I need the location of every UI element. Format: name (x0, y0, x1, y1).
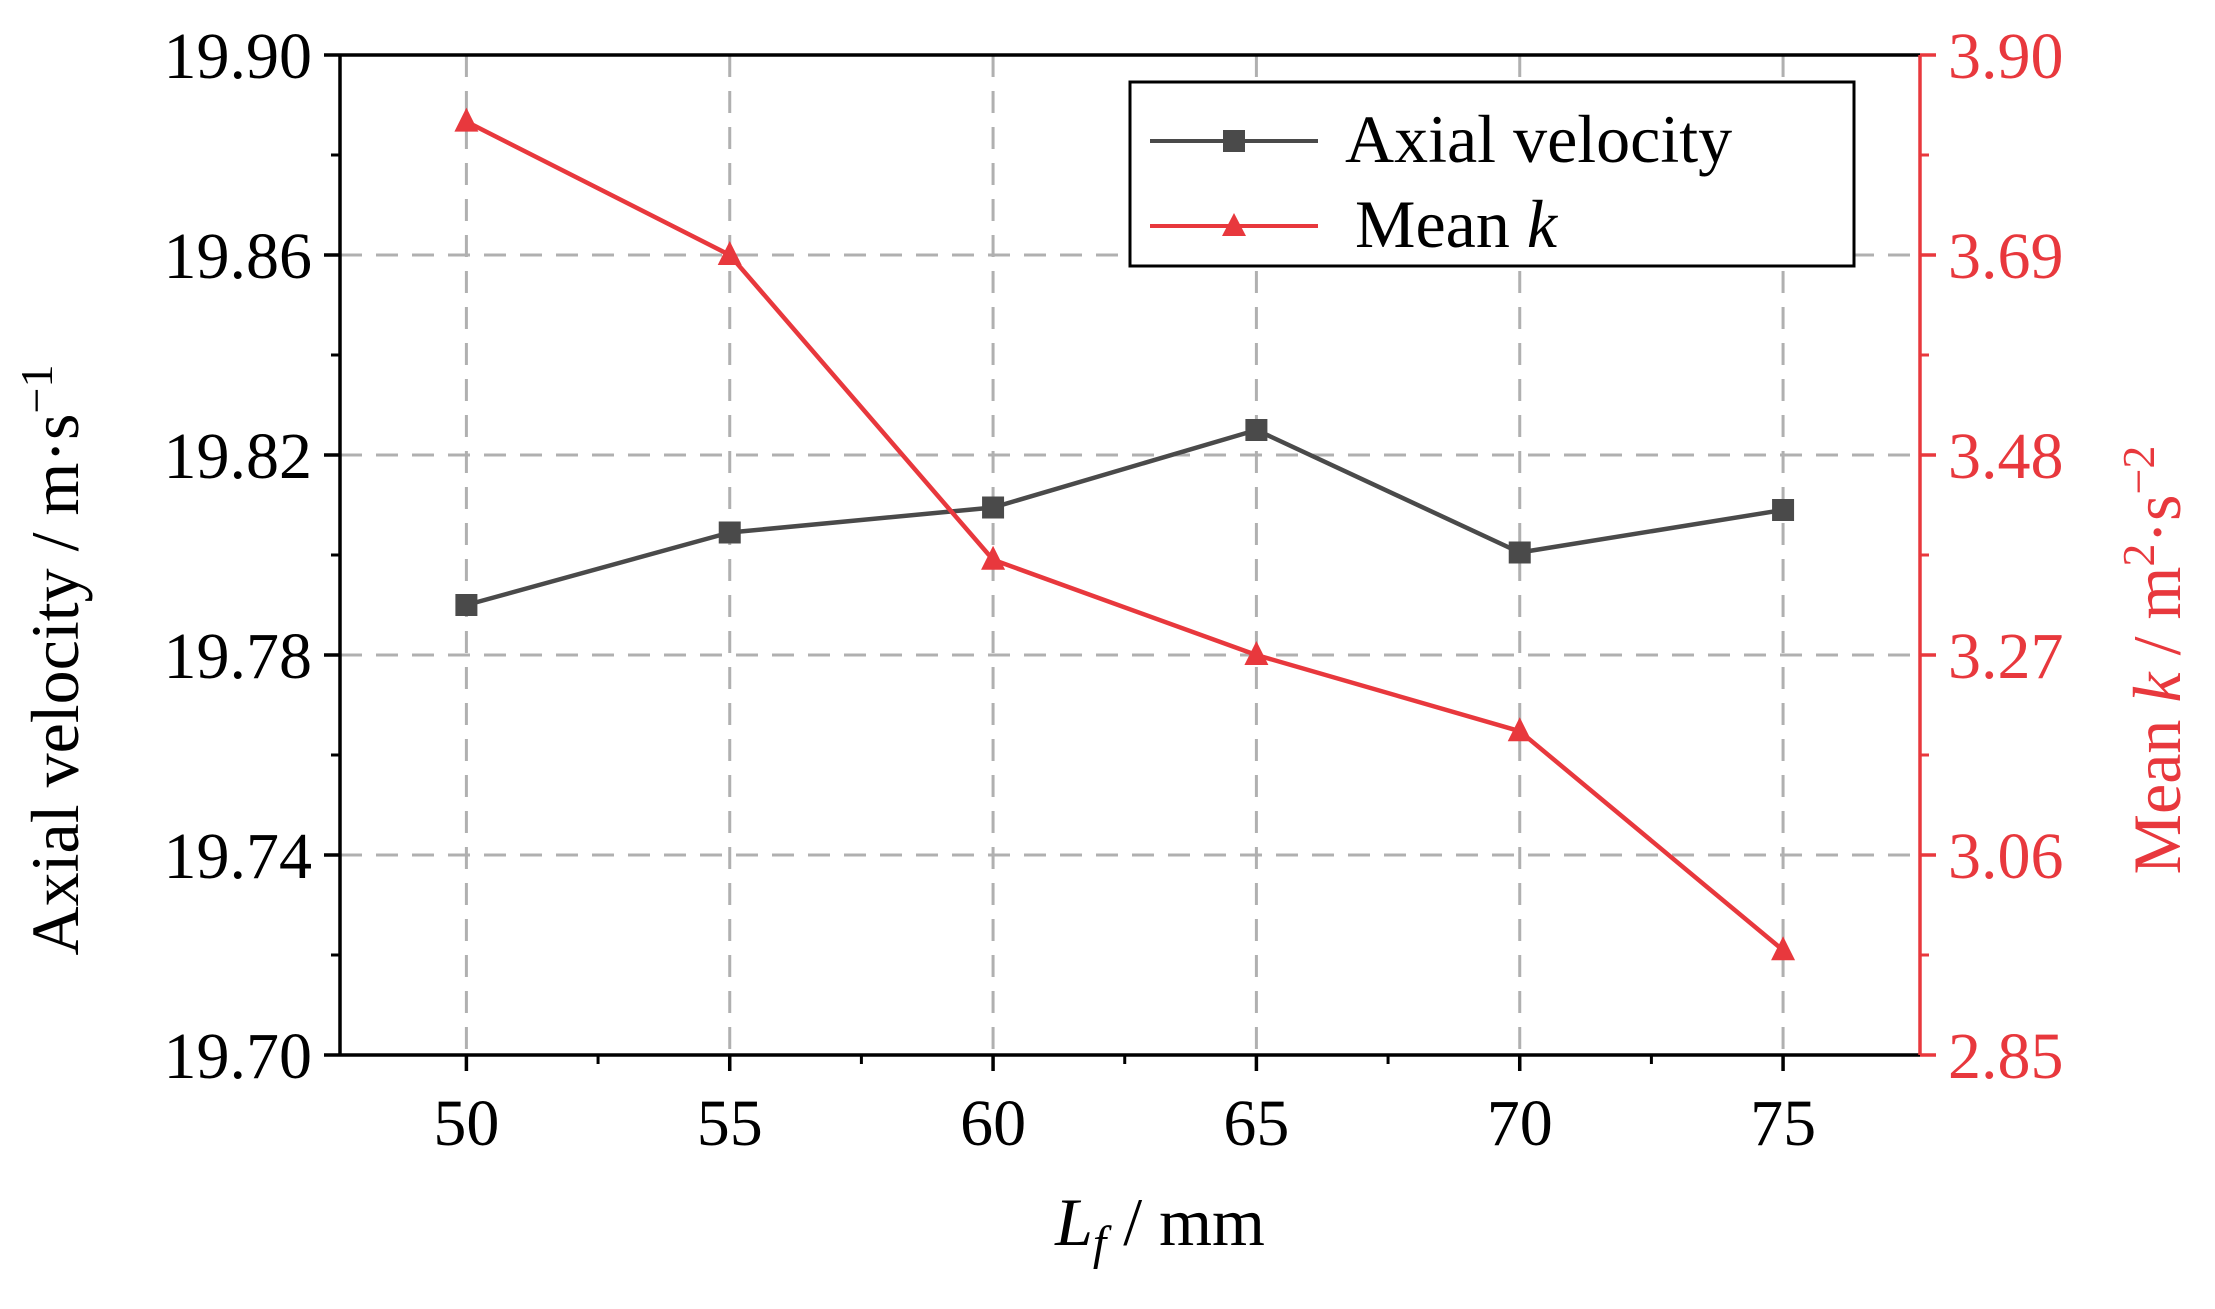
legend-marker-square-icon (1223, 130, 1245, 152)
y-right-axis-title: Mean k / m2·s−2 (2113, 446, 2195, 875)
left-tick-label: 19.74 (164, 820, 313, 893)
y-right-axis-title-mid2: ·s (2119, 495, 2195, 544)
x-tick-label: 55 (697, 1087, 763, 1160)
data-point-mean-k (717, 241, 742, 265)
legend-label-k: Mean k (1355, 186, 1559, 262)
right-tick-label: 2.85 (1948, 1020, 2064, 1093)
y-right-axis-title-var: k (2119, 671, 2195, 703)
right-tick-label: 3.06 (1948, 820, 2064, 893)
left-tick-label: 19.70 (164, 1020, 313, 1093)
right-tick-label: 3.48 (1948, 420, 2064, 493)
ticks (324, 53, 1936, 1071)
data-point-axial-velocity (455, 594, 478, 616)
x-axis-title-variable: L (1054, 1184, 1093, 1260)
x-tick-label: 65 (1223, 1087, 1289, 1160)
data-point-mean-k (1244, 641, 1269, 665)
legend: Axial velocity Mean k (1128, 80, 1856, 268)
legend-marker-triangle-icon (1222, 213, 1246, 236)
data-point-mean-k (1507, 717, 1532, 742)
x-axis-title: Lf / mm (1054, 1184, 1265, 1270)
y-left-axis-title: Axial velocity / m·s−1 (11, 365, 93, 956)
y-left-axis-title-main: Axial velocity / m·s (17, 413, 93, 955)
legend-label-k-prefix: Mean (1355, 186, 1527, 262)
legend-label-k-var: k (1527, 186, 1559, 262)
series-mean-k (454, 107, 1796, 961)
left-tick-label: 19.82 (164, 420, 313, 493)
data-point-axial-velocity (718, 521, 741, 544)
left-tick-label: 19.90 (164, 20, 313, 93)
right-tick-label: 3.90 (1948, 20, 2064, 93)
y-right-axis-title-sup1: 2 (2113, 544, 2164, 567)
y-right-axis-title-sup2: −2 (2113, 446, 2164, 495)
y-right-axis-title-prefix: Mean (2119, 703, 2195, 875)
y-right-axis-title-mid: / m (2119, 567, 2195, 673)
left-tick-labels: 19.70 19.74 19.78 19.82 19.86 19.90 (164, 20, 313, 1093)
x-tick-label: 50 (433, 1087, 499, 1160)
legend-box (1128, 80, 1856, 268)
y-left-axis-title-sup: −1 (11, 365, 62, 414)
right-tick-label: 3.27 (1948, 620, 2064, 693)
data-point-mean-k (1771, 936, 1796, 961)
data-point-axial-velocity (1245, 419, 1268, 441)
right-tick-label: 3.69 (1948, 220, 2064, 293)
data-point-axial-velocity (1508, 541, 1531, 564)
x-axis-title-unit: / mm (1106, 1184, 1265, 1260)
legend-label-axial: Axial velocity (1345, 101, 1732, 177)
left-tick-label: 19.78 (164, 620, 313, 693)
series-axial-velocity (455, 419, 1795, 616)
data-point-mean-k (981, 545, 1006, 570)
right-tick-labels: 2.85 3.06 3.27 3.48 3.69 3.90 (1948, 20, 2064, 1093)
series-line-mean-k (465, 119, 1785, 952)
x-tick-label: 70 (1487, 1087, 1553, 1160)
data-point-mean-k (454, 107, 479, 132)
x-tick-labels: 50 55 60 65 70 75 (433, 1087, 1816, 1160)
data-point-axial-velocity (982, 496, 1005, 519)
x-tick-label: 75 (1750, 1087, 1816, 1160)
x-tick-label: 60 (960, 1087, 1026, 1160)
series-line-axial-velocity (465, 427, 1784, 608)
left-tick-label: 19.86 (164, 220, 313, 293)
series-layer (454, 107, 1796, 961)
data-point-axial-velocity (1772, 499, 1795, 521)
